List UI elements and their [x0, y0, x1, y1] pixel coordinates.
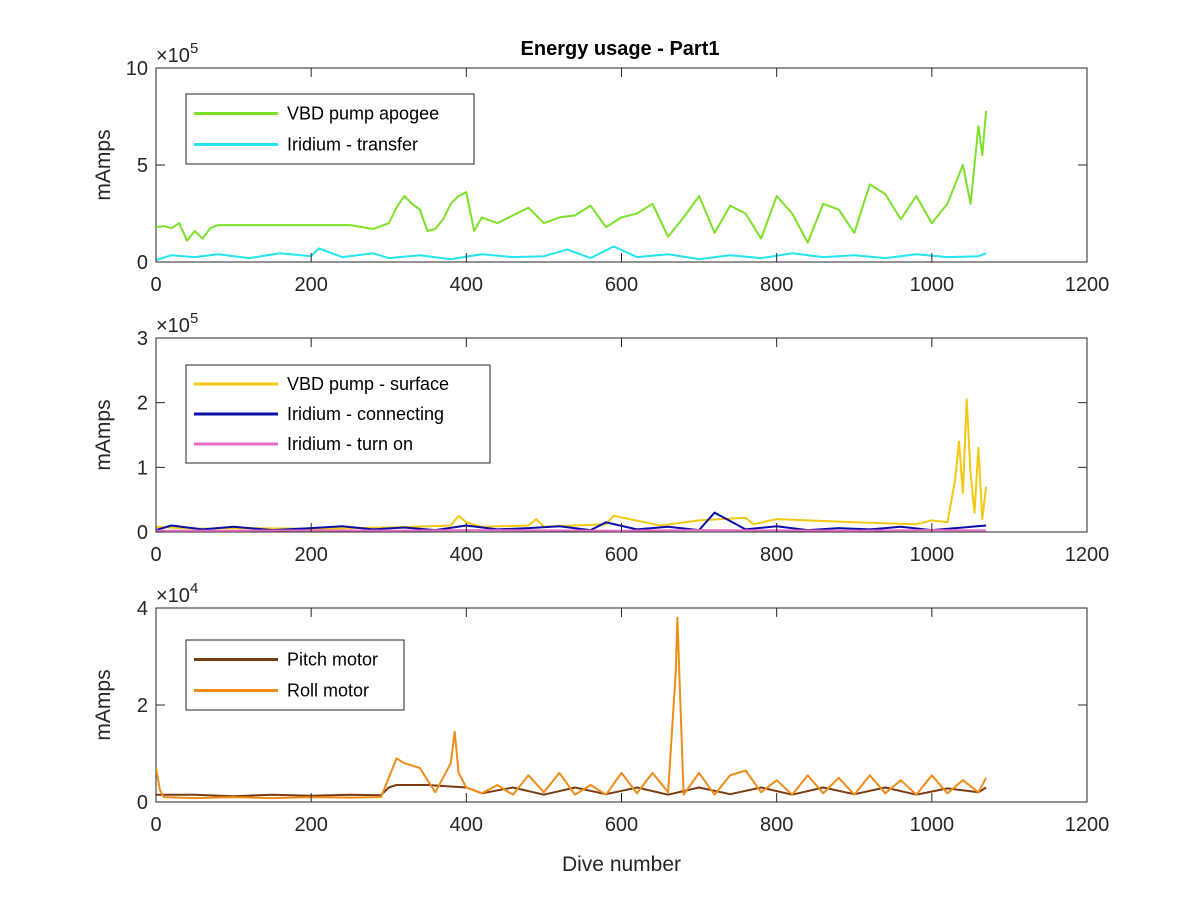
figure-title: Energy usage - Part1	[521, 38, 720, 60]
x-tick-label: 800	[760, 274, 793, 296]
legend-label: VBD pump apogee	[287, 104, 439, 124]
x-tick-label: 0	[150, 814, 161, 836]
x-tick-label: 800	[760, 814, 793, 836]
legend: VBD pump - surface Iridium - connecting Ir…	[185, 364, 491, 464]
y-tick-label: 10	[126, 58, 148, 80]
subplot-3: 0 200 400 600 800 1000 1200 0 2 4 ×104 mAmps Dive nu…	[92, 580, 1109, 876]
y-tick-label: 5	[137, 155, 148, 177]
y-tick-label: 1	[137, 457, 148, 479]
legend-label: Pitch motor	[287, 650, 378, 670]
x-tick-label: 200	[294, 274, 327, 296]
y-exponent-label: ×105	[156, 310, 198, 337]
y-tick-label: 3	[137, 328, 148, 350]
legend-label: Iridium - connecting	[287, 404, 444, 424]
legend-label: Roll motor	[287, 681, 369, 701]
x-tick-label: 0	[150, 274, 161, 296]
legend-label: VBD pump - surface	[287, 374, 449, 394]
legend-label: Iridium - transfer	[287, 135, 418, 155]
series-line-1	[156, 398, 988, 530]
y-tick-label: 0	[137, 522, 148, 544]
legend: VBD pump apogee Iridium - transfer	[185, 93, 475, 165]
series-line-1	[156, 784, 987, 798]
y-axis-label: mAmps	[92, 399, 115, 470]
y-axis-label: mAmps	[92, 669, 115, 740]
x-tick-label: 400	[450, 814, 483, 836]
series-line-2	[156, 616, 987, 800]
series-line-3	[156, 529, 987, 532]
x-tick-label: 1200	[1065, 544, 1110, 566]
y-tick-label: 2	[137, 393, 148, 415]
series-line-1	[156, 110, 988, 244]
x-axis-label: Dive number	[562, 853, 681, 876]
x-tick-label: 600	[605, 274, 638, 296]
x-tick-label: 800	[760, 544, 793, 566]
y-tick-label: 4	[137, 598, 148, 620]
subplot-2: 0 200 400 600 800 1000 1200 0 1 2 3 ×105 mAmps VBD pu…	[92, 310, 1109, 566]
x-tick-label: 600	[605, 814, 638, 836]
x-tick-label: 200	[294, 544, 327, 566]
series-lines	[156, 398, 988, 532]
series-lines	[156, 110, 988, 262]
y-exponent-label: ×104	[156, 580, 198, 607]
x-tick-label: 1000	[910, 544, 955, 566]
x-tick-label: 1200	[1065, 274, 1110, 296]
y-tick-label: 2	[137, 695, 148, 717]
legend-label: Iridium - turn on	[287, 434, 413, 454]
x-tick-label: 1200	[1065, 814, 1110, 836]
subplot-1: 0 200 400 600 800 1000 1200 0 5 10 ×105 mAmps VBD pu…	[92, 40, 1109, 296]
x-tick-label: 1000	[910, 274, 955, 296]
legend: Pitch motor Roll motor	[185, 639, 405, 711]
x-tick-label: 1000	[910, 814, 955, 836]
x-tick-label: 200	[294, 814, 327, 836]
series-line-2	[156, 245, 987, 262]
y-tick-label: 0	[137, 252, 148, 274]
x-tick-label: 400	[450, 544, 483, 566]
y-tick-label: 0	[137, 792, 148, 814]
y-axis-label: mAmps	[92, 129, 115, 200]
legend-box	[185, 93, 475, 165]
x-tick-label: 0	[150, 544, 161, 566]
y-exponent-label: ×105	[156, 40, 198, 67]
x-tick-label: 600	[605, 544, 638, 566]
x-tick-label: 400	[450, 274, 483, 296]
series-lines	[156, 616, 987, 800]
legend-box	[185, 639, 405, 711]
